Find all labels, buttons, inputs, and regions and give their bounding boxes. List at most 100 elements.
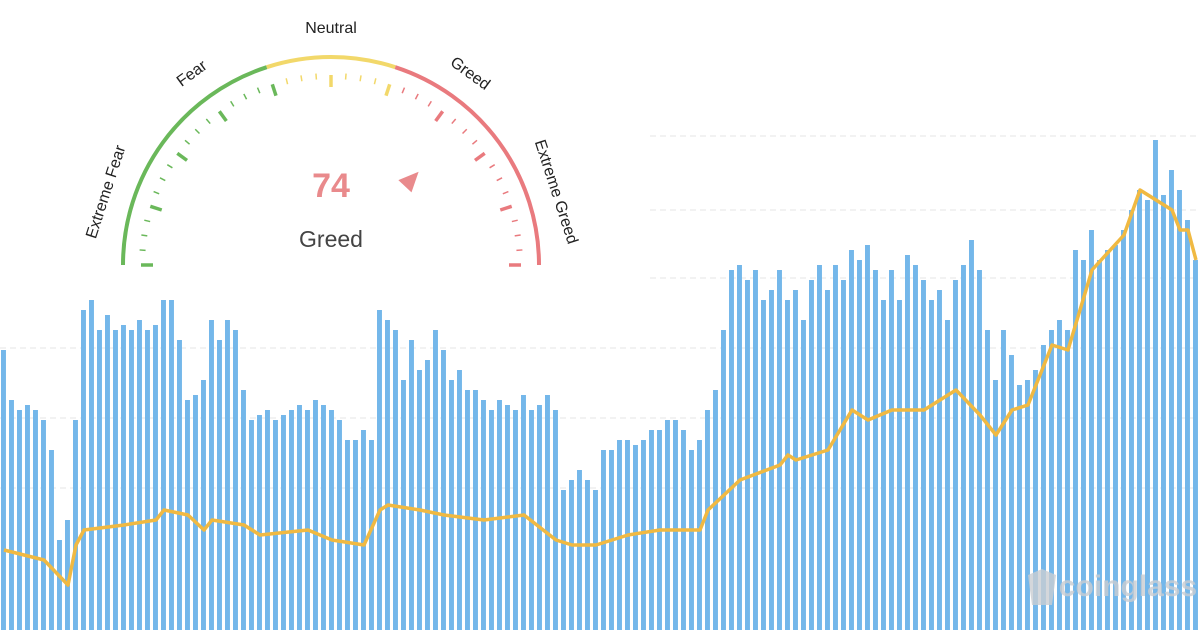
- bar: [1089, 230, 1094, 630]
- bar: [601, 450, 606, 630]
- bar: [1177, 190, 1182, 630]
- gauge-tick: [141, 234, 148, 237]
- bar: [273, 420, 278, 630]
- gauge-classification: Greed: [299, 226, 363, 252]
- bar: [1129, 210, 1134, 630]
- bar: [1193, 260, 1198, 630]
- bar: [729, 270, 734, 630]
- bar: [217, 340, 222, 630]
- bar: [1161, 195, 1166, 630]
- bar: [393, 330, 398, 630]
- bar: [265, 410, 270, 630]
- bar: [889, 270, 894, 630]
- bar: [689, 450, 694, 630]
- bar: [1073, 250, 1078, 630]
- gauge-tick: [270, 83, 278, 97]
- bar: [321, 405, 326, 630]
- bar: [977, 270, 982, 630]
- bar: [913, 265, 918, 630]
- bar: [737, 265, 742, 630]
- bar: [329, 410, 334, 630]
- gauge-tick: [496, 177, 503, 182]
- gauge-tick: [384, 83, 392, 97]
- gauge-tick: [230, 100, 235, 107]
- bar: [465, 390, 470, 630]
- bar: [1105, 250, 1110, 630]
- bar: [41, 420, 46, 630]
- bar: [353, 440, 358, 630]
- bar: [633, 445, 638, 630]
- bar: [769, 290, 774, 630]
- bar: [969, 240, 974, 630]
- bar: [177, 340, 182, 630]
- bar: [961, 265, 966, 630]
- bar: [457, 370, 462, 630]
- bar: [1065, 330, 1070, 630]
- bar: [561, 490, 566, 630]
- gauge-zone: [121, 65, 268, 266]
- gauge-tick: [217, 110, 228, 123]
- bar: [985, 330, 990, 630]
- price-line: [3, 188, 1198, 587]
- bar: [481, 400, 486, 630]
- bar: [201, 380, 206, 630]
- bar: [169, 300, 174, 630]
- bar: [209, 320, 214, 630]
- bar: [401, 380, 406, 630]
- bar: [1017, 385, 1022, 630]
- gauge-tick: [427, 100, 432, 107]
- gauge-tick: [451, 118, 457, 125]
- bar: [17, 410, 22, 630]
- bar: [777, 270, 782, 630]
- bar: [553, 410, 558, 630]
- gauge-tick: [166, 164, 173, 169]
- bar: [881, 300, 886, 630]
- bar: [825, 290, 830, 630]
- gauge-zone: [394, 65, 541, 266]
- gauge-tick: [434, 110, 445, 123]
- gauge-tick: [499, 204, 513, 212]
- gauge-tick: [373, 78, 377, 85]
- bar: [449, 380, 454, 630]
- bar: [233, 330, 238, 630]
- watermark: coinglass: [1059, 570, 1197, 603]
- gauge-value: 74: [312, 167, 350, 205]
- bar: [937, 290, 942, 630]
- gauge-label: Neutral: [305, 20, 357, 37]
- bar: [905, 255, 910, 630]
- gauge-pointer: [398, 171, 419, 193]
- bar: [1001, 330, 1006, 630]
- bar: [953, 280, 958, 630]
- bar: [593, 490, 598, 630]
- gauge-zone: [266, 55, 396, 70]
- bar: [361, 430, 366, 630]
- gauge-tick: [256, 87, 261, 94]
- bar: [705, 410, 710, 630]
- background-lines: [0, 135, 1200, 489]
- gauge-tick: [300, 75, 303, 82]
- bar: [81, 310, 86, 630]
- bar: [849, 250, 854, 630]
- bar: [369, 440, 374, 630]
- bar: [817, 265, 822, 630]
- bar: [145, 330, 150, 630]
- bar: [713, 390, 718, 630]
- bar: [225, 320, 230, 630]
- bar: [1025, 380, 1030, 630]
- bar: [585, 480, 590, 630]
- bar: [1185, 220, 1190, 630]
- gauge-tick: [205, 118, 211, 125]
- bar: [521, 395, 526, 630]
- bar: [513, 410, 518, 630]
- bar: [377, 310, 382, 630]
- gauge-tick: [473, 151, 486, 162]
- bar: [641, 440, 646, 630]
- gauge-tick: [471, 139, 478, 145]
- bar: [65, 520, 70, 630]
- gauge-tick: [176, 151, 189, 162]
- bar: [89, 300, 94, 630]
- bar: [97, 330, 102, 630]
- bar: [897, 300, 902, 630]
- gauge-tick: [184, 139, 191, 145]
